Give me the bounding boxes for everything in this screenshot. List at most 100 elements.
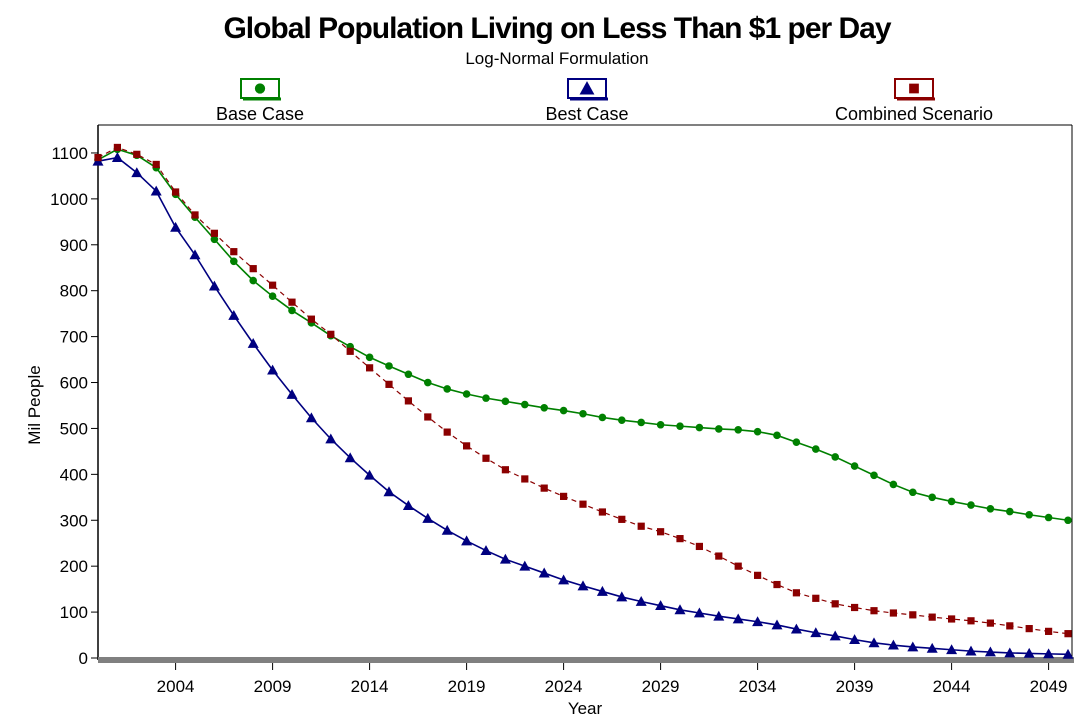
data-point: [579, 500, 587, 508]
y-tick-label: 400: [60, 465, 88, 484]
data-point: [228, 309, 240, 320]
data-point: [170, 221, 182, 232]
data-point: [577, 580, 589, 591]
data-point: [812, 594, 820, 602]
data-point: [1004, 647, 1016, 658]
data-point: [812, 445, 820, 453]
data-point: [560, 492, 568, 500]
data-point: [715, 425, 723, 433]
data-point: [172, 188, 180, 196]
data-point: [850, 462, 859, 470]
data-point: [618, 515, 626, 523]
data-point: [1006, 622, 1014, 630]
data-point: [94, 153, 102, 162]
y-tick-label: 300: [60, 511, 88, 530]
data-point: [986, 504, 995, 513]
data-point: [501, 466, 509, 474]
data-point: [208, 280, 220, 291]
data-point: [191, 211, 199, 219]
data-point: [598, 413, 607, 422]
data-point: [424, 378, 432, 387]
data-point: [286, 388, 298, 399]
data-point: [385, 362, 393, 370]
data-point: [926, 642, 938, 653]
data-point: [907, 641, 919, 652]
data-point: [482, 454, 490, 462]
chart-subtitle: Log-Normal Formulation: [465, 49, 648, 68]
data-point: [1025, 625, 1033, 633]
data-point: [327, 330, 335, 338]
data-point: [111, 152, 123, 162]
data-point: [693, 607, 705, 618]
y-tick-label: 200: [60, 557, 88, 576]
data-point: [463, 442, 471, 450]
data-point: [540, 484, 548, 492]
data-point: [831, 453, 839, 461]
data-point: [676, 422, 684, 430]
x-axis-bar: [98, 657, 1074, 663]
legend-marker: [579, 81, 595, 95]
data-point: [152, 160, 160, 169]
data-point: [540, 403, 548, 412]
data-point: [1006, 507, 1014, 516]
data-point: [657, 528, 665, 536]
data-point: [558, 574, 570, 585]
data-point: [482, 394, 490, 402]
y-tick-label: 900: [60, 236, 88, 255]
data-point: [1043, 648, 1055, 659]
data-point: [538, 567, 550, 578]
data-point: [268, 292, 277, 301]
data-point: [810, 627, 822, 638]
data-point: [402, 500, 414, 510]
data-point: [365, 353, 374, 362]
data-point: [462, 390, 471, 398]
data-point: [598, 508, 606, 516]
data-point: [501, 397, 510, 406]
series-line: [97, 148, 1069, 522]
data-point: [870, 607, 878, 615]
data-point: [480, 545, 492, 555]
data-point: [249, 265, 257, 273]
data-point: [618, 416, 626, 424]
data-point: [346, 347, 354, 355]
data-point: [734, 426, 742, 434]
data-point: [1023, 647, 1035, 658]
y-tick-label: 1000: [50, 190, 88, 209]
series-base-case: [94, 145, 1072, 525]
data-point: [404, 370, 413, 379]
x-tick-label: 2029: [642, 677, 680, 696]
y-tick-label: 0: [79, 649, 88, 668]
data-point: [637, 418, 645, 427]
data-point: [441, 524, 453, 535]
data-point: [889, 609, 897, 617]
legend-label: Base Case: [216, 104, 304, 124]
data-point: [754, 571, 762, 579]
data-point: [851, 603, 859, 612]
data-point: [655, 600, 667, 611]
data-point: [870, 471, 878, 480]
x-tick-label: 2034: [739, 677, 777, 696]
x-tick-label: 2039: [836, 677, 874, 696]
data-point: [773, 431, 781, 440]
data-point: [269, 281, 277, 289]
data-point: [230, 248, 238, 256]
data-point: [986, 619, 994, 627]
data-point: [579, 409, 587, 418]
data-point: [247, 337, 259, 348]
data-point: [305, 412, 317, 423]
legend-item: Best Case: [545, 78, 629, 124]
data-point: [928, 613, 936, 621]
x-tick-label: 2044: [933, 677, 971, 696]
data-point: [131, 167, 143, 178]
data-point: [965, 645, 977, 656]
chart-title: Global Population Living on Less Than $1…: [223, 12, 891, 45]
data-point: [1045, 627, 1053, 635]
data-point: [947, 497, 956, 506]
data-point: [967, 617, 975, 625]
data-point: [288, 298, 296, 306]
data-point: [656, 420, 665, 429]
data-point: [344, 452, 356, 463]
x-tick-label: 2024: [545, 677, 583, 696]
data-point: [773, 580, 781, 589]
